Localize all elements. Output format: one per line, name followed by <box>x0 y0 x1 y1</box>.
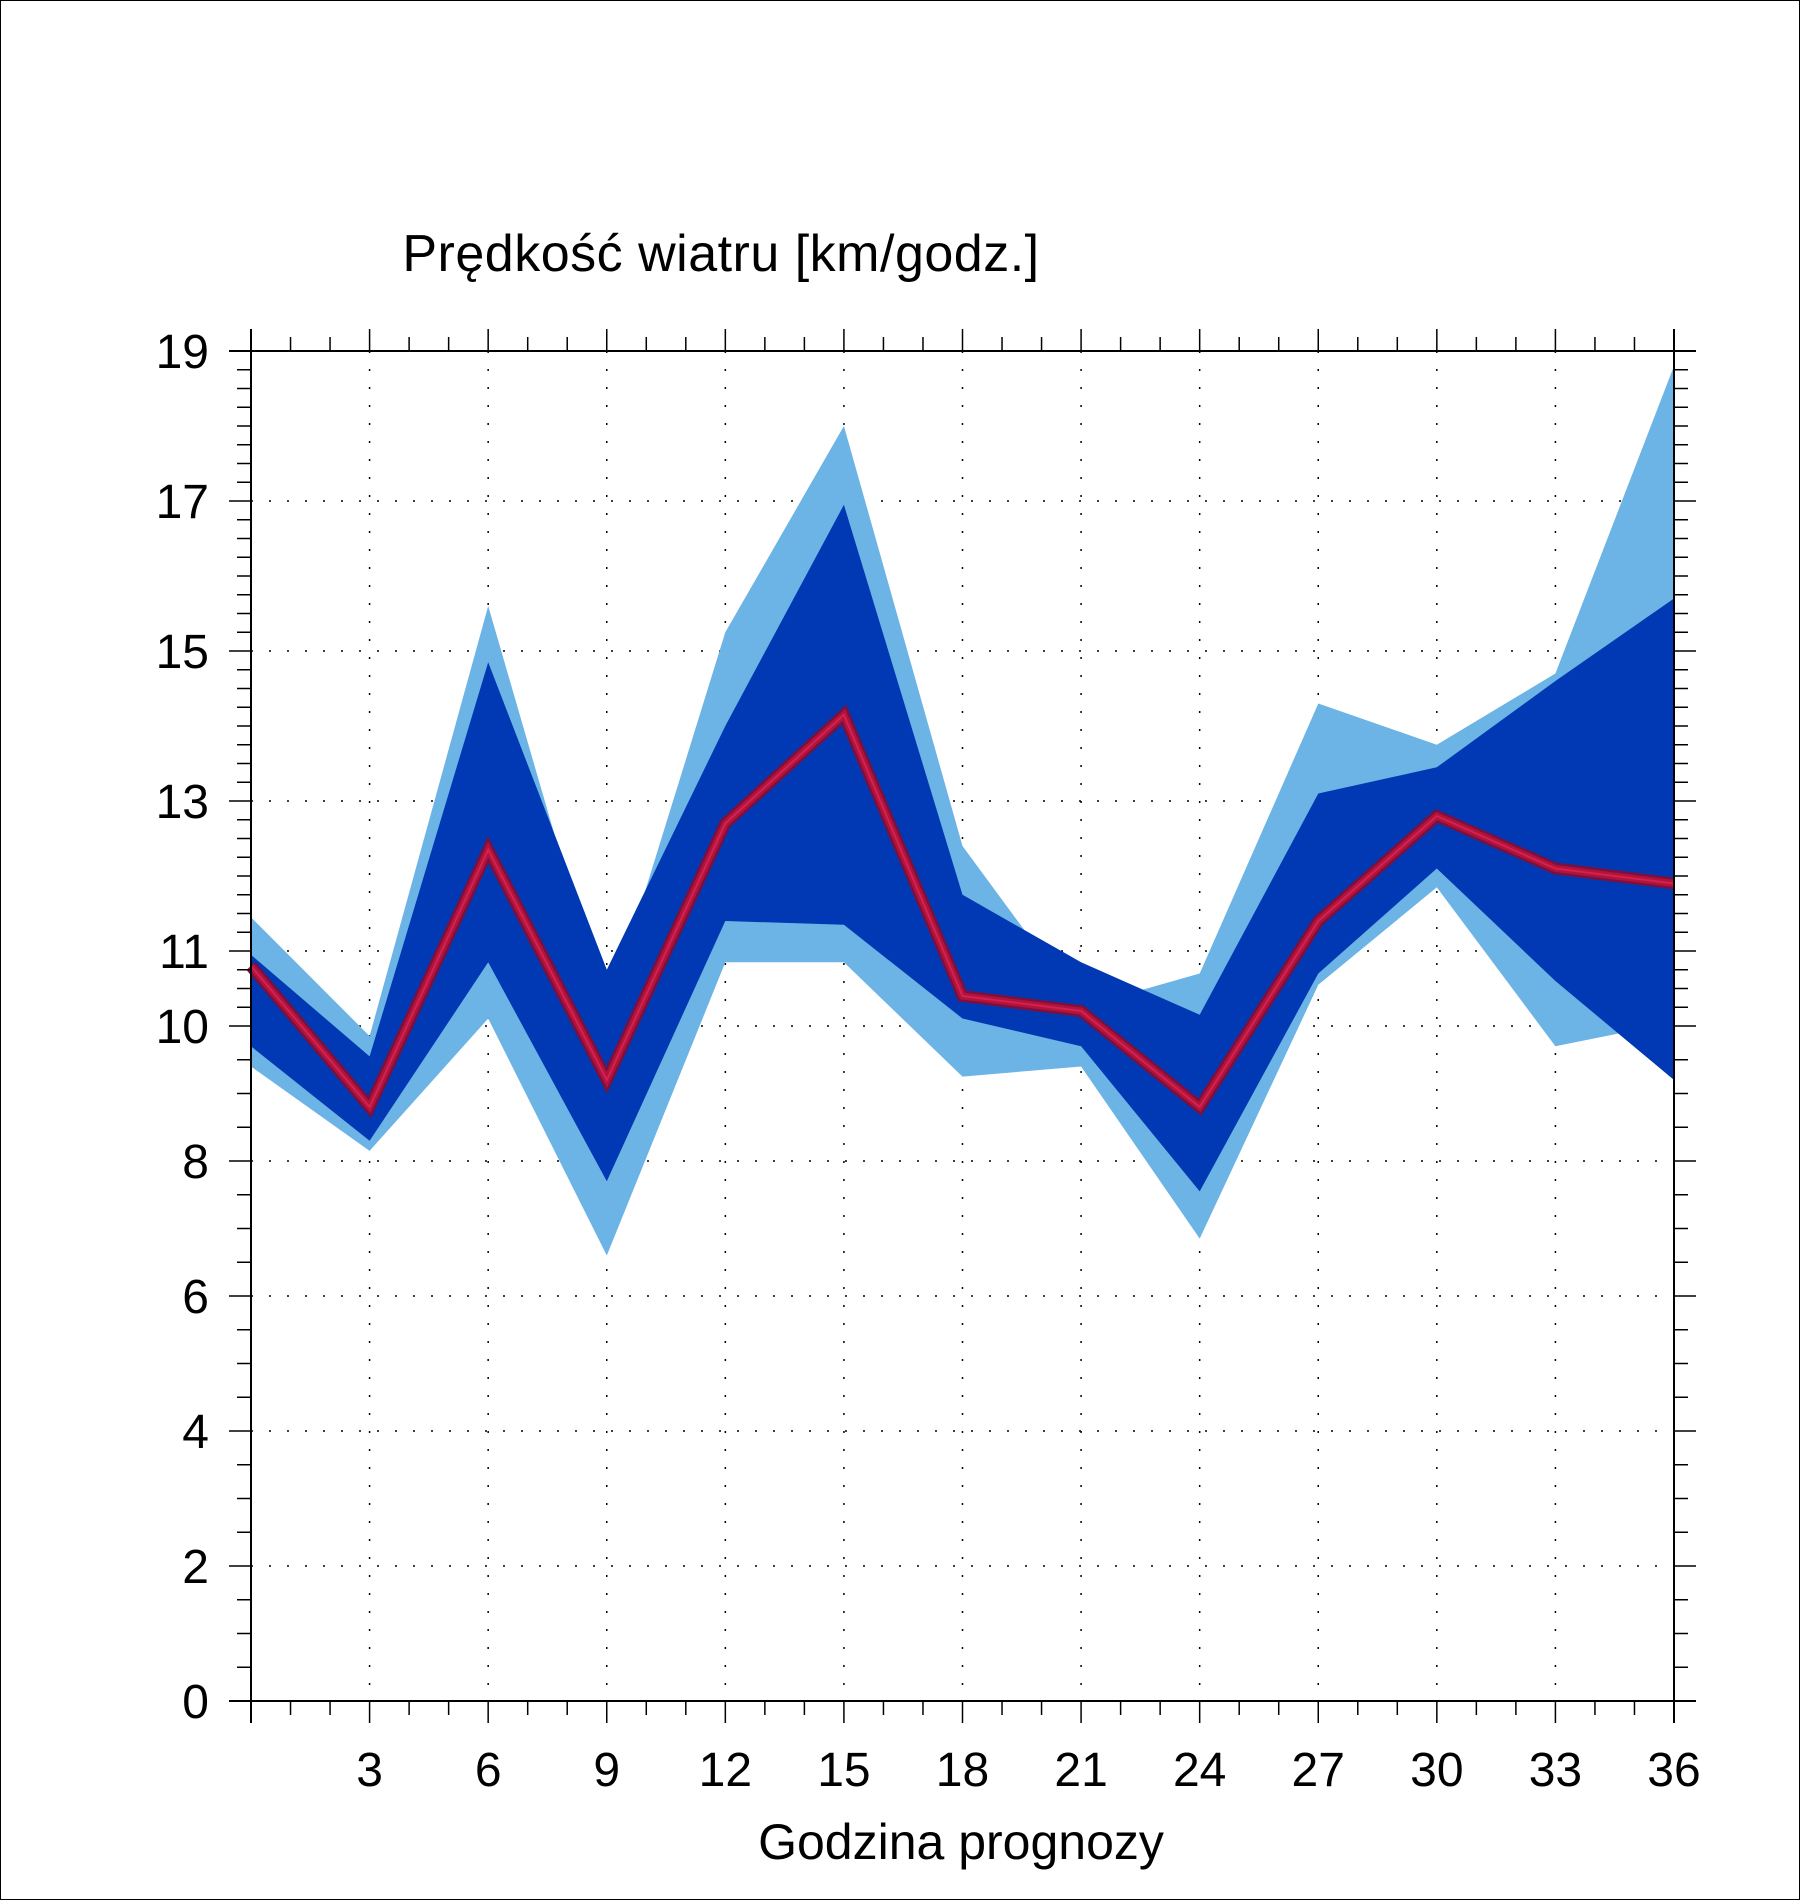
x-tick-label: 3 <box>356 1744 383 1797</box>
y-tick-label: 0 <box>182 1676 209 1729</box>
line-layer <box>246 704 1675 1119</box>
x-axis-title: Godzina prognozy <box>758 1814 1164 1870</box>
x-tick-label: 24 <box>1173 1744 1226 1797</box>
chart-title: Prędkość wiatru [km/godz.] <box>402 225 1039 283</box>
y-tick-label: 8 <box>182 1136 209 1189</box>
x-tick-label: 9 <box>593 1744 620 1797</box>
y-tick-label: 4 <box>182 1406 209 1459</box>
x-tick-label: 27 <box>1292 1744 1345 1797</box>
x-tick-label: 18 <box>936 1744 989 1797</box>
x-tick-label: 6 <box>475 1744 502 1797</box>
x-tick-label: 15 <box>817 1744 870 1797</box>
tick-layer <box>229 329 1696 1723</box>
x-tick-label: 36 <box>1647 1744 1700 1797</box>
inner-band-area <box>251 504 1674 1192</box>
band-layer <box>251 366 1674 1256</box>
x-tick-label: 30 <box>1410 1744 1463 1797</box>
y-tick-label: 13 <box>156 776 209 829</box>
y-tick-label: 15 <box>156 626 209 679</box>
x-tick-label: 21 <box>1054 1744 1107 1797</box>
x-tick-label: 33 <box>1529 1744 1582 1797</box>
y-tick-label: 2 <box>182 1541 209 1594</box>
y-tick-label: 17 <box>156 476 209 529</box>
x-tick-label: 12 <box>699 1744 752 1797</box>
y-tick-label: 6 <box>182 1271 209 1324</box>
y-tick-label: 11 <box>159 926 209 979</box>
y-tick-label: 10 <box>156 1001 209 1054</box>
median-line-highlight <box>250 713 1675 1109</box>
y-tick-label: 19 <box>156 326 209 379</box>
